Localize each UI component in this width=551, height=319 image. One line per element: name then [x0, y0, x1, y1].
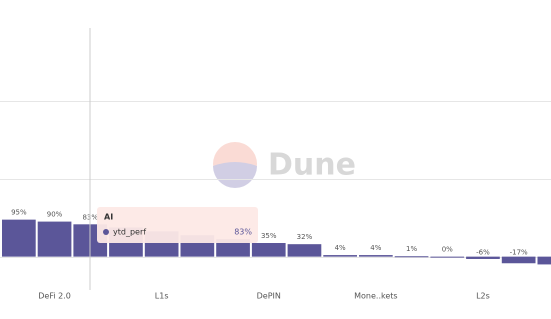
- bar: [394, 256, 429, 258]
- x-tick-label: Mone..kets: [354, 292, 397, 301]
- value-label: 4%: [335, 244, 346, 252]
- watermark-logo-lower: [213, 162, 257, 188]
- value-label: 35%: [261, 232, 277, 240]
- value-label: 0%: [442, 246, 453, 254]
- watermark-text: Dune: [268, 148, 356, 183]
- value-label: 90%: [47, 211, 63, 219]
- value-label: 1%: [406, 245, 417, 253]
- bar: [430, 256, 465, 258]
- value-label: -17%: [510, 249, 528, 257]
- bar: [37, 221, 72, 257]
- plot: 95% 90% 83% 35% 32% 4% 4% 1% 0% -6% -17% DeFi 2.0 L1…: [0, 101, 551, 301]
- bar: [251, 243, 286, 257]
- bar: [2, 219, 36, 257]
- bar: [501, 256, 536, 264]
- value-label: -6%: [476, 249, 490, 257]
- x-tick-label: L1s: [155, 292, 169, 301]
- value-label: 32%: [297, 233, 313, 241]
- tooltip: AI ytd_perf 83%: [97, 207, 258, 243]
- tooltip-series: ytd_perf: [113, 228, 146, 237]
- bar: [323, 255, 357, 257]
- bar: [216, 239, 250, 257]
- value-label: 4%: [370, 244, 381, 252]
- bar: [466, 256, 500, 259]
- tooltip-box: [97, 207, 258, 243]
- x-tick-label: L2s: [476, 292, 490, 301]
- bar: [537, 256, 551, 265]
- x-tick-label: DeFi 2.0: [38, 292, 71, 301]
- bar: [287, 244, 322, 257]
- value-label: 95%: [11, 209, 27, 217]
- bar: [359, 255, 393, 257]
- tooltip-value: 83%: [234, 228, 252, 237]
- watermark: Dune: [213, 142, 356, 188]
- tooltip-dot: [103, 229, 109, 235]
- tooltip-title: AI: [104, 213, 113, 222]
- x-tick-label: DePIN: [257, 292, 281, 301]
